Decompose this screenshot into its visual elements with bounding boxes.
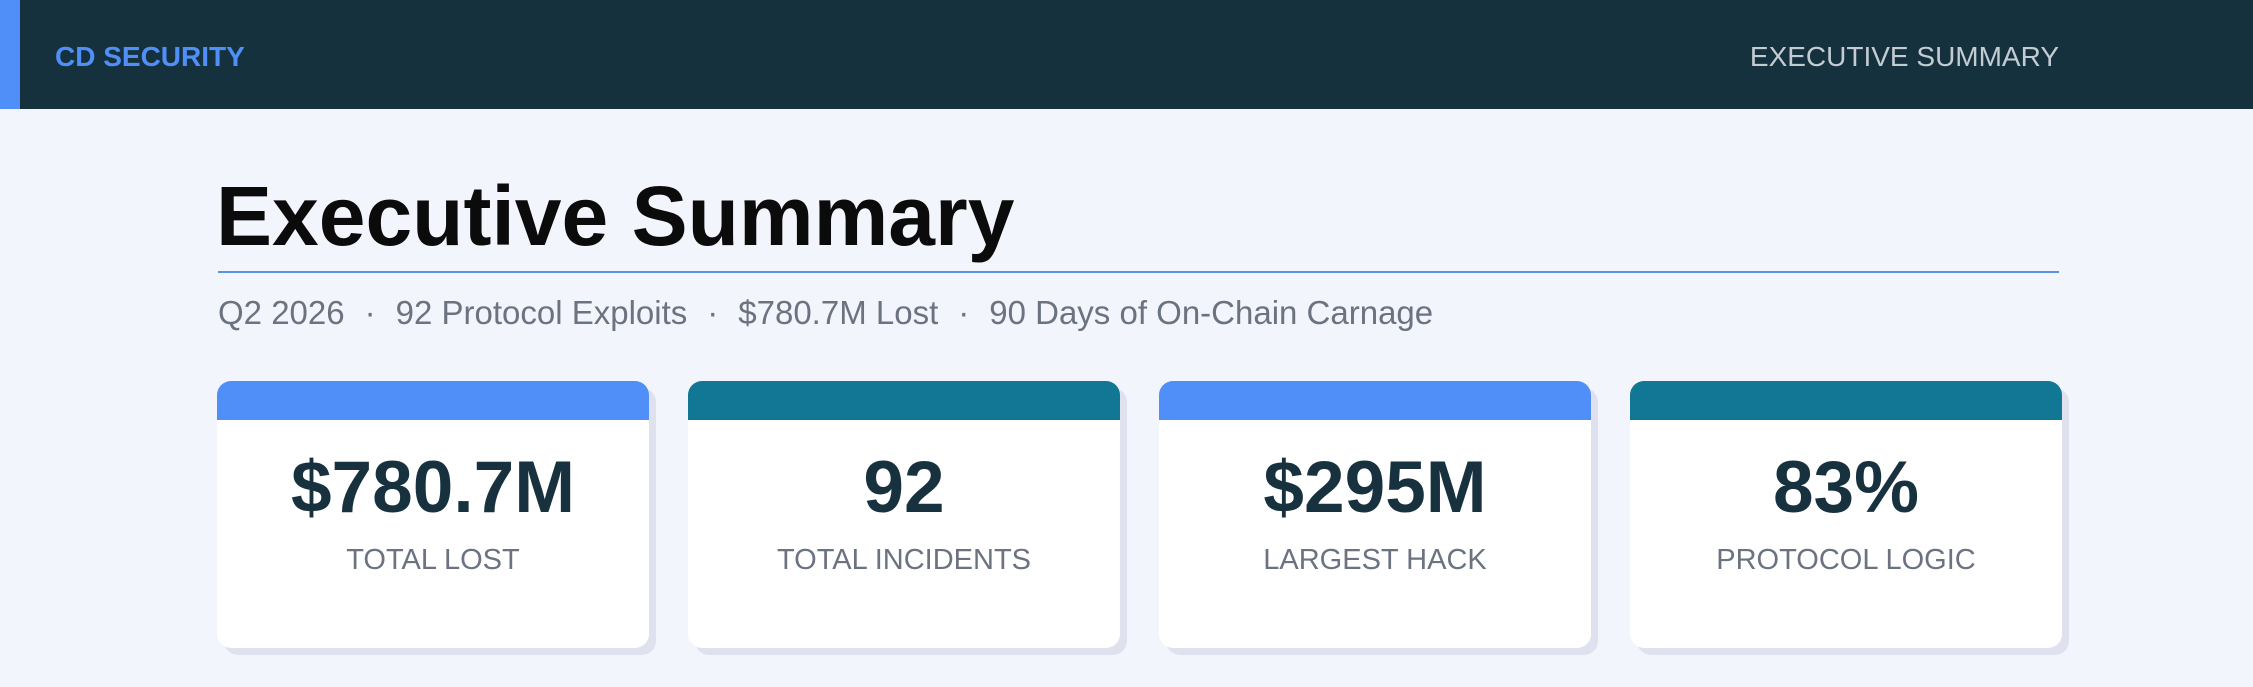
stat-card: 83% PROTOCOL LOGIC: [1630, 381, 2062, 648]
subtitle-item: Q2 2026: [218, 294, 345, 331]
stat-card: $295M LARGEST HACK: [1159, 381, 1591, 648]
card-header-bar: [217, 381, 649, 420]
stat-label: PROTOCOL LOGIC: [1716, 544, 1976, 576]
separator: ·: [364, 294, 376, 331]
separator: ·: [958, 294, 970, 331]
page-title: Executive Summary: [216, 169, 1015, 263]
subtitle-item: 90 Days of On-Chain Carnage: [989, 294, 1434, 331]
stat-value: 83%: [1772, 447, 1920, 528]
separator: ·: [707, 294, 719, 331]
card-header-bar: [1159, 381, 1591, 420]
card-header-bar: [1630, 381, 2062, 420]
stat-value: 92: [863, 447, 945, 528]
title-rule: [218, 271, 2059, 273]
stat-label: TOTAL LOST: [346, 544, 520, 576]
subtitle: Q2 2026 · 92 Protocol Exploits · $780.7M Los…: [218, 294, 1433, 332]
top-bar: CD SECURITY EXECUTIVE SUMMARY: [0, 0, 2253, 109]
stat-card: 92 TOTAL INCIDENTS: [688, 381, 1120, 648]
stat-value: $295M: [1263, 447, 1487, 528]
accent-stripe: [0, 0, 20, 109]
brand[interactable]: CD SECURITY: [55, 41, 245, 72]
stat-value: $780.7M: [290, 447, 576, 528]
subtitle-item: $780.7M Lost: [738, 294, 939, 331]
stat-label: LARGEST HACK: [1263, 544, 1487, 576]
subtitle-item: 92 Protocol Exploits: [395, 294, 688, 331]
stat-card: $780.7M TOTAL LOST: [217, 381, 649, 648]
stat-label: TOTAL INCIDENTS: [776, 544, 1032, 576]
card-header-bar: [688, 381, 1120, 420]
nav-label[interactable]: EXECUTIVE SUMMARY: [1749, 41, 2059, 72]
